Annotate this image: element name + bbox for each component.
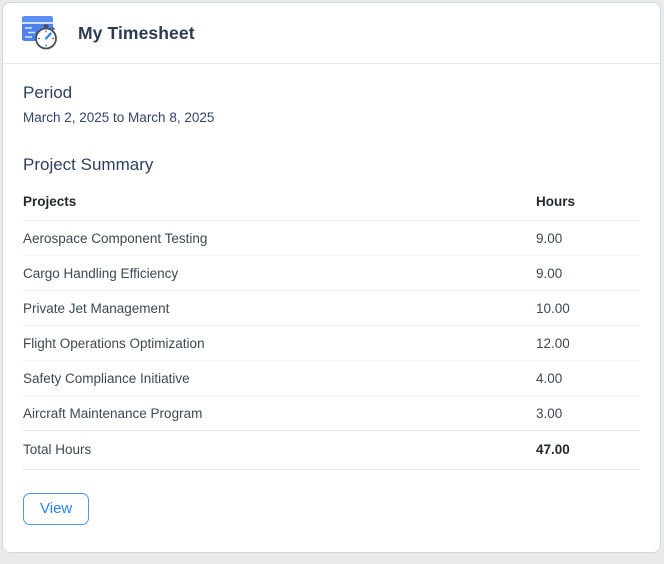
total-hours-value: 47.00 — [536, 430, 640, 470]
project-summary-heading: Project Summary — [23, 155, 154, 174]
projects-column-header: Projects — [23, 186, 536, 221]
view-button[interactable]: View — [23, 493, 90, 525]
period-heading: Period — [23, 83, 73, 102]
total-row: Total Hours 47.00 — [23, 430, 640, 470]
hours-column-header: Hours — [536, 186, 640, 221]
project-hours-cell: 3.00 — [536, 395, 640, 431]
project-name-cell: Flight Operations Optimization — [23, 325, 536, 361]
table-row: Safety Compliance Initiative 4.00 — [23, 360, 640, 396]
project-name-cell: Private Jet Management — [23, 290, 536, 326]
table-row: Aircraft Maintenance Program 3.00 — [23, 395, 640, 431]
project-summary-table: Projects Hours Aerospace Component Testi… — [23, 186, 640, 470]
table-row: Private Jet Management 10.00 — [23, 290, 640, 326]
timesheet-stopwatch-icon — [21, 13, 59, 53]
project-hours-cell: 4.00 — [536, 360, 640, 396]
table-body: Aerospace Component Testing 9.00 Cargo H… — [23, 220, 640, 431]
card-body: Period March 2, 2025 to March 8, 2025 Pr… — [3, 83, 660, 525]
project-name-cell: Cargo Handling Efficiency — [23, 255, 536, 291]
total-hours-label: Total Hours — [23, 430, 536, 470]
table-row: Flight Operations Optimization 12.00 — [23, 325, 640, 361]
project-name-cell: Aerospace Component Testing — [23, 220, 536, 256]
period-value: March 2, 2025 to March 8, 2025 — [23, 110, 215, 125]
table-header-row: Projects Hours — [23, 186, 640, 221]
table-row: Cargo Handling Efficiency 9.00 — [23, 255, 640, 291]
timesheet-card: My Timesheet Period March 2, 2025 to Mar… — [2, 2, 661, 553]
project-hours-cell: 9.00 — [536, 255, 640, 291]
project-hours-cell: 12.00 — [536, 325, 640, 361]
table-row: Aerospace Component Testing 9.00 — [23, 220, 640, 256]
card-title: My Timesheet — [78, 22, 195, 43]
project-name-cell: Aircraft Maintenance Program — [23, 395, 536, 431]
project-hours-cell: 9.00 — [536, 220, 640, 256]
card-header: My Timesheet — [3, 3, 660, 64]
project-hours-cell: 10.00 — [536, 290, 640, 326]
project-name-cell: Safety Compliance Initiative — [23, 360, 536, 396]
